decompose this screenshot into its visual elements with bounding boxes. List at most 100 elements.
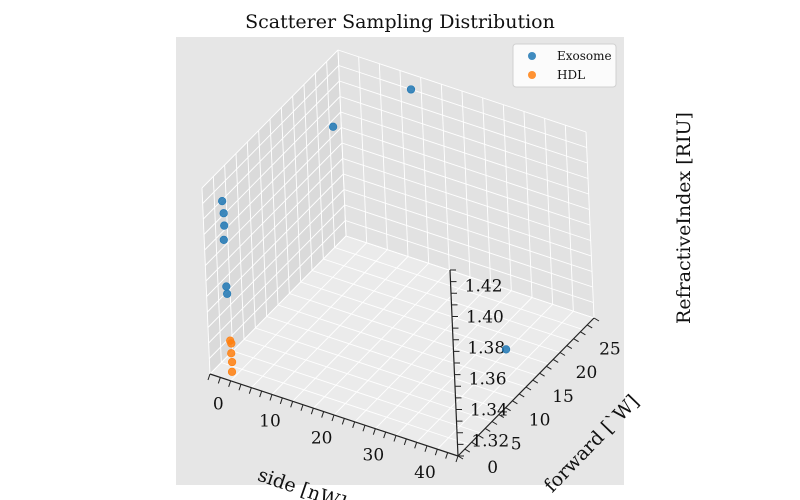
data-point-exosome [219, 235, 228, 244]
x-tick-mark [207, 373, 211, 381]
y-tick-label: 5 [511, 434, 522, 454]
x-tick-mark [352, 421, 356, 428]
data-points [218, 85, 511, 376]
x-tick-mark [238, 384, 242, 391]
y-tick-mark [471, 441, 477, 446]
x-tick-mark [290, 401, 294, 408]
y-tick-label: 10 [529, 411, 551, 431]
x-tick-mark [300, 404, 304, 411]
y-tick-mark [484, 427, 491, 432]
grid-line [323, 258, 572, 342]
y-tick-label: 0 [487, 458, 498, 478]
x-tick-mark [445, 452, 449, 459]
x-tick-mark [414, 442, 418, 449]
grid-line [202, 65, 339, 204]
data-point-exosome [223, 289, 232, 298]
data-point-exosome [406, 85, 416, 94]
y-tick-mark [593, 317, 600, 322]
grid-line [203, 80, 340, 220]
z-tick-label: 1.36 [469, 370, 507, 390]
legend-label-hdl: HDL [557, 68, 585, 82]
x-tick-mark [403, 438, 407, 446]
axes-background [176, 37, 624, 485]
x-tick-mark [434, 449, 438, 456]
data-point-exosome [329, 122, 338, 131]
z-axis-label: RefractiveIndex [RIU] [673, 112, 695, 324]
x-tick-mark [259, 390, 263, 398]
y-tick-mark [559, 352, 566, 356]
x-tick-mark [269, 394, 273, 401]
x-tick-mark [248, 387, 252, 394]
y-tick-mark [505, 407, 511, 412]
y-tick-mark [518, 393, 525, 398]
y-tick-mark [552, 358, 559, 363]
z-tick-label: 1.40 [466, 308, 504, 328]
chart-title: Scatterer Sampling Distribution [245, 11, 555, 33]
grid-line [437, 310, 574, 450]
data-point-exosome [222, 282, 231, 291]
data-point-exosome [220, 221, 229, 230]
x-tick-mark [331, 414, 335, 422]
x-tick-mark [455, 455, 459, 463]
y-tick-mark [478, 434, 484, 439]
z-tick-label: 1.32 [471, 432, 509, 452]
data-point-hdl [227, 367, 237, 376]
x-tick-mark [321, 411, 325, 418]
y-tick-mark [573, 338, 579, 343]
x-tick-mark [393, 435, 397, 442]
legend-marker-exosome [528, 52, 536, 60]
x-tick-mark [362, 425, 366, 432]
grid-line [337, 49, 347, 237]
y-tick-mark [580, 331, 586, 336]
x-tick-mark [279, 397, 283, 405]
grid-line [585, 131, 595, 319]
legend: Exosome HDL [512, 43, 617, 88]
y-tick-mark [464, 448, 471, 453]
x-tick-mark [424, 445, 428, 452]
x-tick-mark [383, 431, 387, 439]
grid-line [345, 235, 595, 319]
x-tick-mark [217, 377, 221, 384]
x-tick-mark [341, 418, 345, 425]
x-tick-mark [228, 380, 232, 387]
y-tick-mark [586, 324, 593, 329]
grid-line [564, 125, 574, 312]
y-tick-mark [539, 372, 545, 377]
y-tick-mark [546, 365, 552, 370]
data-point-exosome [219, 209, 228, 218]
data-point-hdl [227, 339, 236, 348]
z-tick-label: 1.38 [467, 339, 505, 359]
grid-line [339, 80, 588, 164]
grid-line [337, 49, 587, 133]
grid-line [201, 49, 339, 189]
x-tick-label: 0 [213, 394, 224, 414]
y-tick-mark [566, 345, 573, 350]
z-tick-label: 1.42 [465, 277, 503, 297]
x-tick-label: 20 [311, 429, 333, 449]
x-tick-mark [310, 408, 314, 415]
data-point-hdl [227, 357, 237, 367]
legend-box [512, 43, 617, 88]
grid-line [334, 247, 583, 330]
y-tick-mark [532, 379, 539, 384]
x-tick-label: 30 [363, 446, 385, 466]
z-tick-label: 1.34 [470, 401, 508, 421]
y-tick-mark [491, 421, 498, 425]
legend-label-exosome: Exosome [557, 49, 612, 63]
data-point-exosome [501, 345, 511, 354]
y-tick-mark [525, 386, 532, 391]
x-tick-label: 40 [414, 463, 436, 483]
y-tick-label: 15 [552, 387, 574, 407]
y-tick-mark [498, 414, 505, 419]
x-tick-label: 10 [259, 412, 281, 432]
data-point-hdl [227, 349, 236, 358]
grid-line [326, 61, 336, 248]
y-tick-label: 25 [599, 339, 621, 359]
y-tick-mark [512, 400, 518, 405]
x-tick-mark [372, 428, 376, 435]
y-tick-label: 20 [576, 363, 598, 383]
legend-marker-hdl [528, 71, 536, 79]
grid-line [338, 65, 587, 148]
